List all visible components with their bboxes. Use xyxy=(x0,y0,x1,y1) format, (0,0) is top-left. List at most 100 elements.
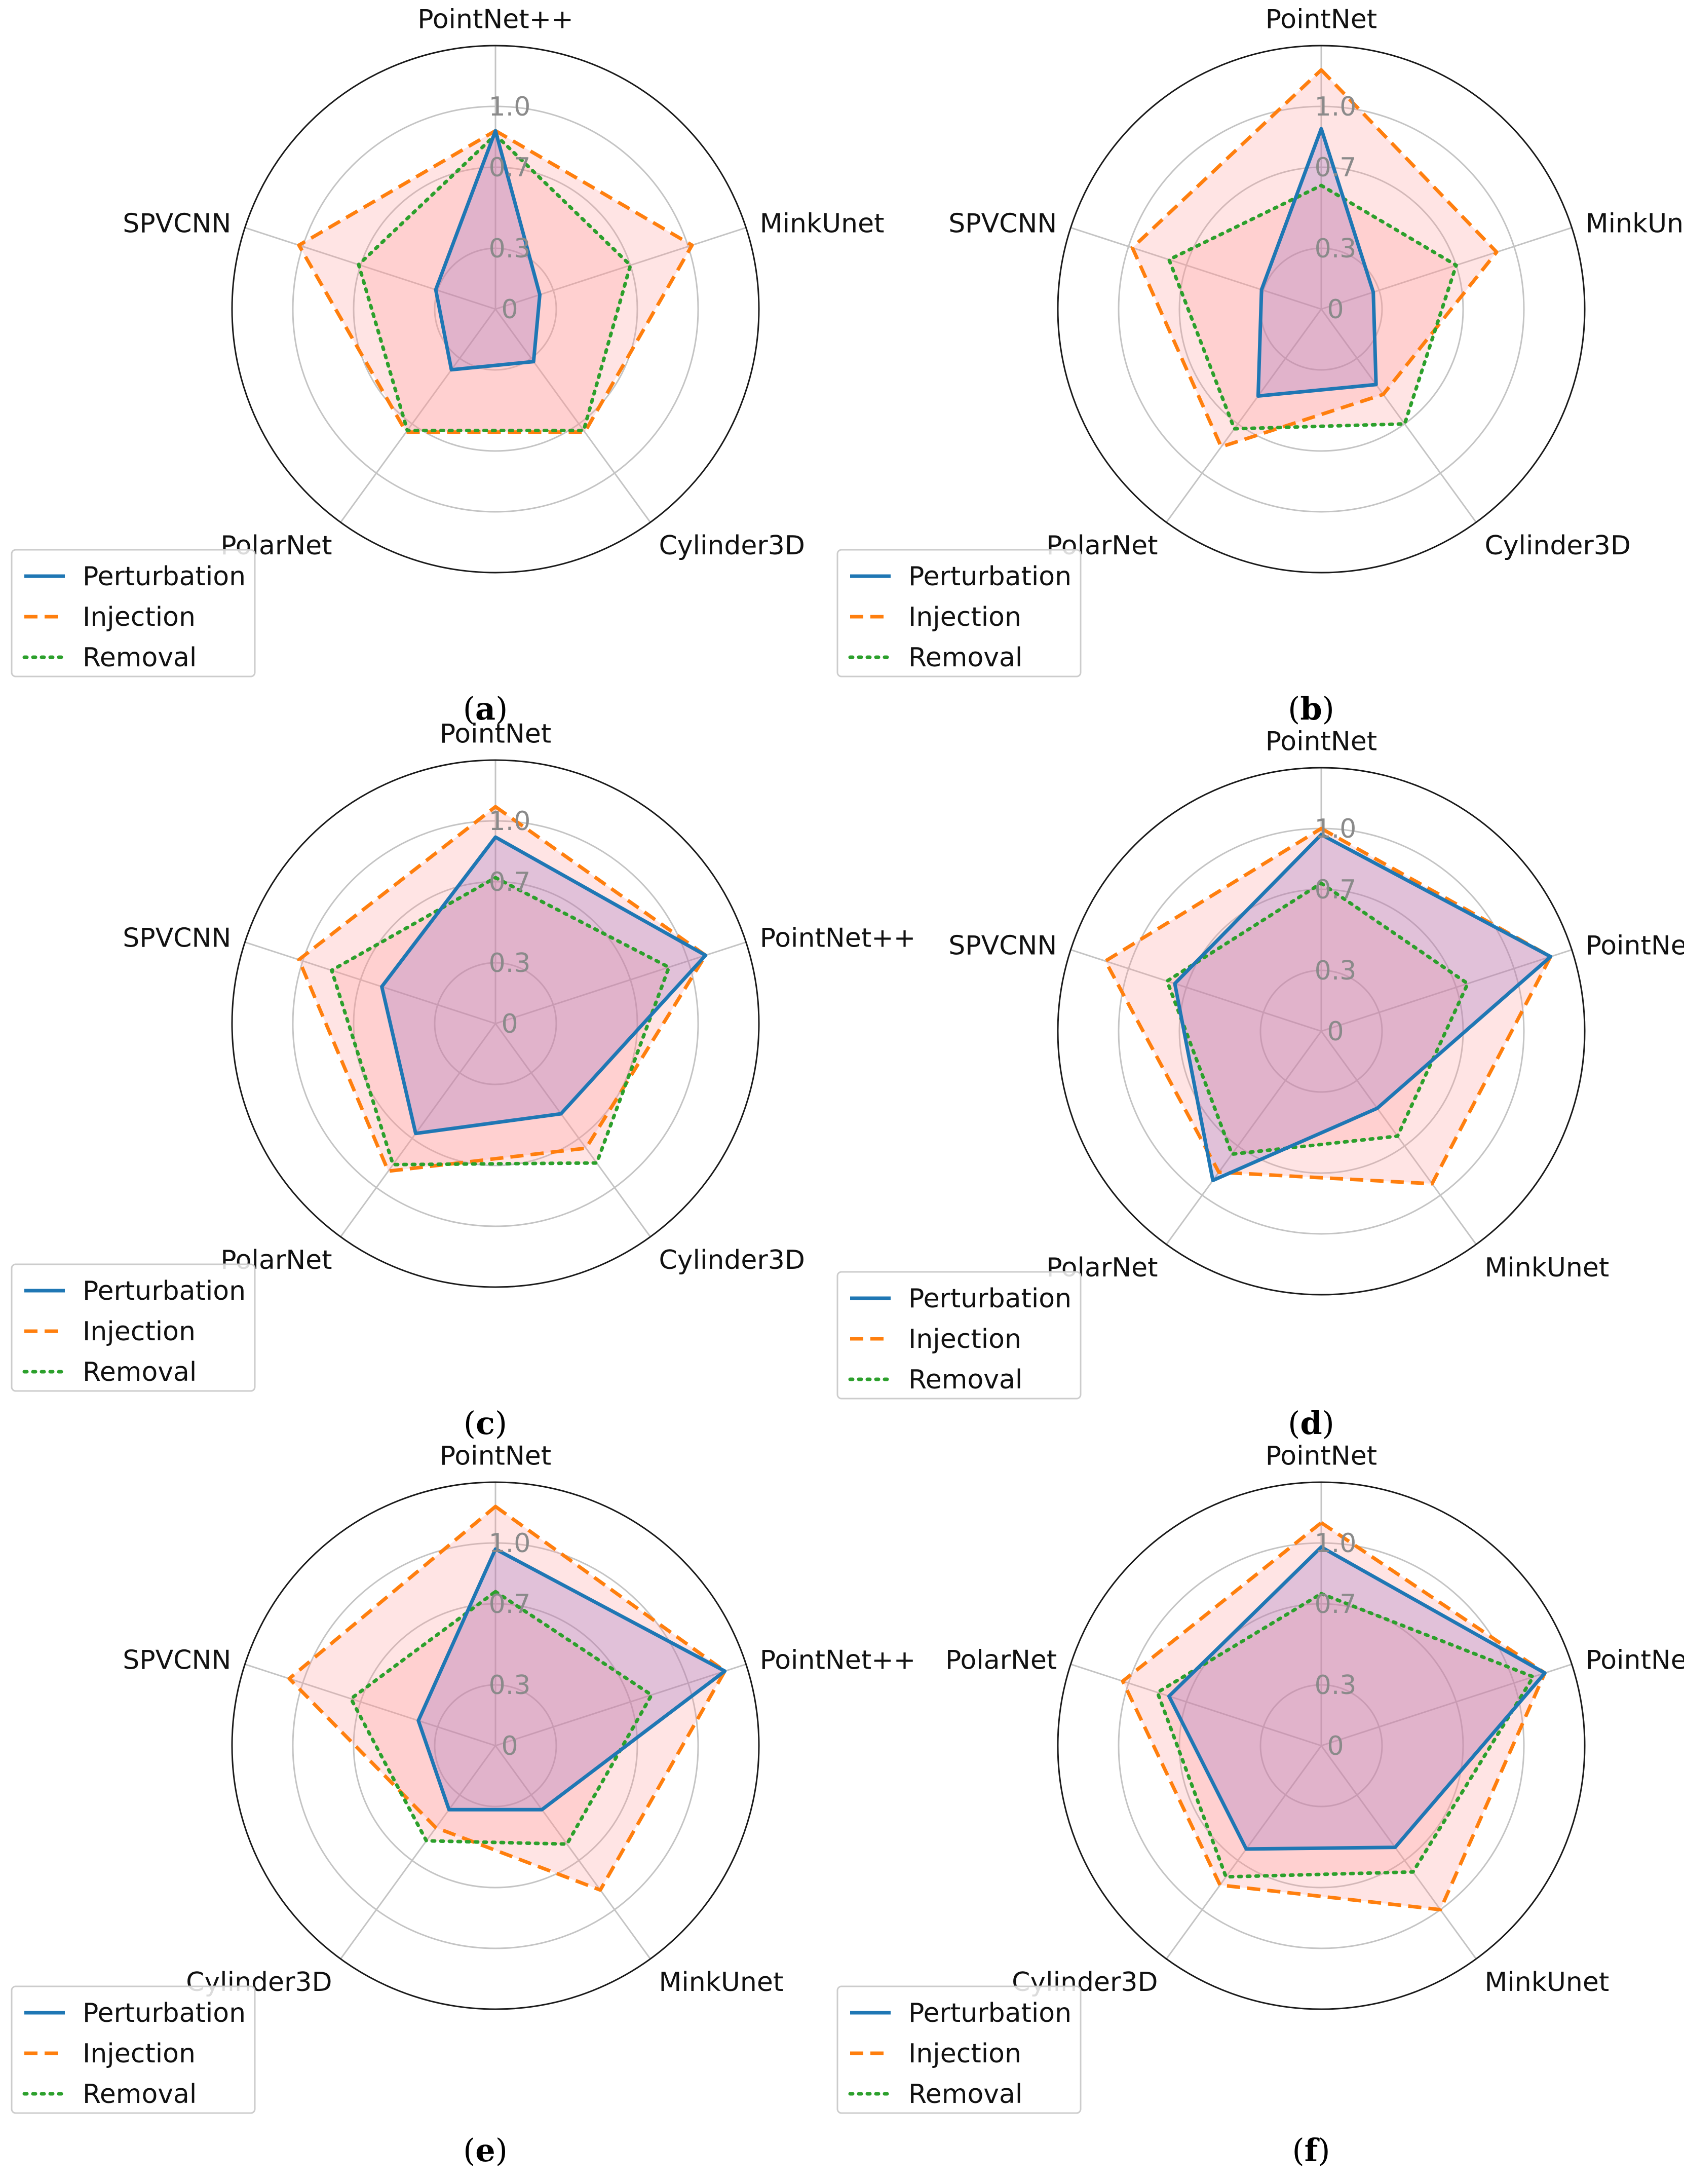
axis-spoke xyxy=(1320,1031,1477,1245)
outer-frame xyxy=(231,1481,760,2010)
series-line-injection xyxy=(287,1504,727,1892)
axis-spoke xyxy=(1320,1745,1477,1960)
category-label: SPVCNN xyxy=(123,923,231,953)
category-label: Cylinder3D xyxy=(659,531,805,561)
legend-label-removal: Removal xyxy=(83,1357,197,1387)
axis-spoke xyxy=(340,1023,496,1237)
radar-panel-e: 00.30.71.0PointNetPointNet++MinkUnetCyli… xyxy=(11,1441,915,2169)
series-line-perturbation xyxy=(1256,127,1378,398)
category-label: Cylinder3D xyxy=(1484,531,1630,561)
series-fill-injection xyxy=(289,1507,725,1890)
tick-label: 1.0 xyxy=(1315,92,1357,122)
series-line-injection xyxy=(1121,1521,1547,1912)
series-fill-perturbation xyxy=(1258,129,1376,396)
category-label: PointNet++ xyxy=(1586,930,1684,961)
tick-label: 0.3 xyxy=(1315,956,1357,986)
tick-label: 1.0 xyxy=(1315,814,1357,844)
legend-label-perturbation: Perturbation xyxy=(908,1998,1071,2028)
category-label: PointNet xyxy=(1266,1441,1377,1471)
axis-spoke xyxy=(340,1745,496,1960)
axis-spoke xyxy=(1070,1663,1322,1747)
tick-label: 0 xyxy=(501,1009,518,1039)
axis-spoke xyxy=(1321,227,1573,310)
tick-label: 0 xyxy=(501,294,518,325)
category-label: MinkUnet xyxy=(1586,208,1684,239)
series-fill-injection xyxy=(1105,829,1551,1184)
tick-label: 0.7 xyxy=(1315,153,1357,183)
panel-label: (e) xyxy=(463,2132,508,2169)
outer-frame xyxy=(231,759,760,1288)
tick-label: 0 xyxy=(1327,1731,1344,1761)
axis-spoke xyxy=(244,941,496,1025)
axis-spoke xyxy=(244,1663,496,1747)
legend-label-removal: Removal xyxy=(908,2079,1022,2110)
legend-label-injection: Injection xyxy=(83,602,196,632)
outer-frame xyxy=(1057,45,1586,574)
legend-label-injection: Injection xyxy=(83,2039,196,2069)
category-label: PointNet xyxy=(440,1441,551,1471)
category-label: PointNet xyxy=(1266,4,1377,34)
tick-label: 0.7 xyxy=(489,153,531,183)
category-label: PolarNet xyxy=(945,1645,1057,1675)
category-label: SPVCNN xyxy=(123,1645,231,1675)
legend-box xyxy=(11,1263,256,1392)
legend-label-removal: Removal xyxy=(83,2079,197,2110)
outer-frame xyxy=(1057,1481,1586,2010)
series-fill-injection xyxy=(1132,70,1497,447)
series-fill-perturbation xyxy=(1174,835,1551,1181)
category-label: MinkUnet xyxy=(659,1967,783,1998)
series-fill-injection xyxy=(299,131,692,432)
outer-frame xyxy=(231,45,760,574)
tick-label: 0.7 xyxy=(1315,1589,1357,1620)
legend-label-removal: Removal xyxy=(83,643,197,673)
series-fill-removal xyxy=(1167,883,1468,1154)
series-line-removal xyxy=(330,876,671,1166)
tick-label: 0.7 xyxy=(489,1589,531,1620)
legend-label-perturbation: Perturbation xyxy=(908,1284,1071,1314)
category-label: Cylinder3D xyxy=(659,1245,805,1275)
legend-label-injection: Injection xyxy=(83,1316,196,1347)
panel-label: (a) xyxy=(463,690,508,727)
series-fill-perturbation xyxy=(436,131,540,370)
tick-label: 1.0 xyxy=(489,1528,531,1559)
category-label: MinkUnet xyxy=(1484,1253,1609,1283)
series-fill-removal xyxy=(331,878,669,1165)
category-label: MinkUnet xyxy=(760,208,885,239)
series-line-perturbation xyxy=(380,835,708,1136)
category-label: PointNet xyxy=(440,719,551,749)
series-line-removal xyxy=(1167,183,1458,431)
tick-label: 1.0 xyxy=(1315,1528,1357,1559)
panel-label: (b) xyxy=(1288,690,1334,727)
axis-spoke xyxy=(494,1745,651,1960)
tick-label: 0 xyxy=(1327,1016,1344,1047)
category-label: PointNet xyxy=(1266,726,1377,757)
series-fill-perturbation xyxy=(418,1549,725,1810)
series-line-removal xyxy=(1156,1592,1535,1879)
series-line-injection xyxy=(297,805,708,1173)
tick-label: 0.3 xyxy=(1315,1670,1357,1701)
legend-label-injection: Injection xyxy=(908,602,1021,632)
radar-panel-f: 00.30.71.0PointNetPointNet++MinkUnetCyli… xyxy=(836,1441,1684,2169)
legend-label-removal: Removal xyxy=(908,643,1022,673)
panel-label: (d) xyxy=(1288,1405,1334,1442)
axis-spoke xyxy=(494,309,651,523)
tick-label: 0 xyxy=(1327,294,1344,325)
radar-panel-c: 00.30.71.0PointNetPointNet++Cylinder3DPo… xyxy=(11,719,915,1442)
axis-spoke xyxy=(495,1663,747,1747)
legend-label-perturbation: Perturbation xyxy=(83,1276,246,1306)
legend-box xyxy=(11,549,256,677)
tick-label: 0 xyxy=(501,1731,518,1761)
tick-label: 0.7 xyxy=(1315,875,1357,905)
legend-label-injection: Injection xyxy=(908,1324,1021,1354)
tick-label: 0.3 xyxy=(489,1670,531,1701)
axis-spoke xyxy=(1320,309,1477,523)
legend-box xyxy=(11,1985,256,2114)
legend-box xyxy=(836,1985,1082,2114)
tick-label: 0.3 xyxy=(489,234,531,264)
series-fill-perturbation xyxy=(1169,1547,1545,1849)
tick-label: 1.0 xyxy=(489,806,531,837)
legend-label-injection: Injection xyxy=(908,2039,1021,2069)
series-line-perturbation xyxy=(416,1547,727,1812)
outer-frame xyxy=(1057,767,1586,1296)
